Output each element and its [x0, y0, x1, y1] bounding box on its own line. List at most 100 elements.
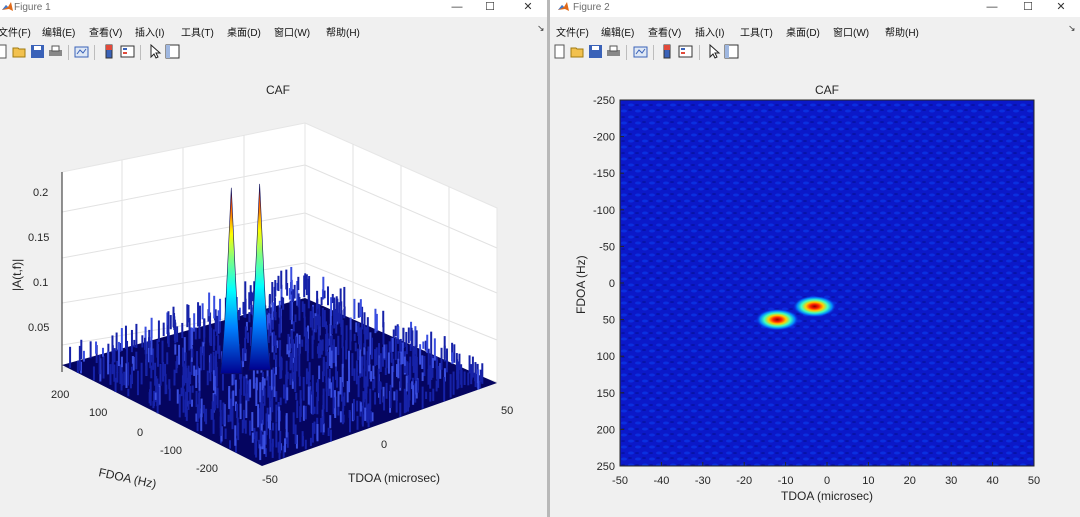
y-tick-label: 200: [597, 424, 615, 436]
surface-peaks: [219, 183, 271, 375]
colorbar-icon[interactable]: [660, 44, 675, 59]
x-tick-label: 0: [824, 475, 830, 487]
pointer-icon[interactable]: [706, 44, 721, 59]
y-tick-label: -150: [593, 168, 615, 180]
z-axis-label: |A(t,f)|: [10, 259, 24, 291]
menu-file[interactable]: 文件(F): [556, 28, 589, 39]
toolbar-separator: [626, 45, 627, 60]
plot-title: CAF: [266, 83, 290, 97]
z-tick-label: 0.2: [33, 187, 48, 199]
heatmap-peak: [792, 295, 837, 318]
menu-window[interactable]: 窗口(W): [274, 28, 311, 39]
y-tick-label: 0: [137, 427, 143, 439]
heatmap-texture: [620, 100, 1034, 466]
x-tick-label: -20: [736, 475, 752, 487]
x-tick-label: -10: [778, 475, 794, 487]
y-tick-label: -100: [593, 205, 615, 217]
print-icon[interactable]: [48, 44, 63, 59]
save-icon[interactable]: [588, 44, 603, 59]
dock-arrow-icon[interactable]: ↘: [537, 23, 545, 33]
legend-icon[interactable]: [678, 44, 693, 59]
y-tick-label: -200: [593, 132, 615, 144]
maximize-button[interactable]: ☐: [485, 1, 495, 13]
matlab-icon: [2, 2, 13, 11]
figure-2-window: Figure 2 — ☐ ✕ 文件(F) 编辑(E) 查看(V) 插入(I) 工…: [550, 0, 1080, 517]
toolbar-separator: [653, 45, 654, 60]
menu-file[interactable]: 文件(F): [0, 28, 31, 39]
toolbar: [550, 42, 1080, 64]
pointer-icon[interactable]: [147, 44, 162, 59]
print-icon[interactable]: [606, 44, 621, 59]
dock-arrow-icon[interactable]: ↘: [1068, 23, 1076, 33]
surface-plot[interactable]: 0.2 0.15 0.1 0.05 200 100 0 -100 -200 50…: [0, 0, 547, 517]
toolbar-separator: [699, 45, 700, 60]
menu-tools[interactable]: 工具(T): [740, 28, 773, 39]
toolbar: [0, 42, 547, 64]
grid-lines: [61, 135, 498, 368]
y-axis-label: FDOA (Hz): [97, 465, 157, 491]
save-icon[interactable]: [30, 44, 45, 59]
link-plot-icon[interactable]: [74, 44, 89, 59]
x-tick-label: -50: [262, 474, 278, 486]
link-plot-icon[interactable]: [633, 44, 648, 59]
menu-desktop[interactable]: 桌面(D): [786, 28, 820, 39]
x-tick-label: 10: [862, 475, 874, 487]
menu-view[interactable]: 查看(V): [89, 28, 123, 39]
x-axis-label: TDOA (microsec): [348, 471, 440, 485]
new-file-icon[interactable]: [552, 44, 567, 59]
x-tick-label: 20: [904, 475, 916, 487]
menu-insert[interactable]: 插入(I): [695, 28, 725, 39]
menu-tools[interactable]: 工具(T): [181, 28, 214, 39]
x-tick-label: 50: [501, 405, 513, 417]
menu-desktop[interactable]: 桌面(D): [227, 28, 261, 39]
property-inspector-icon[interactable]: [165, 44, 180, 59]
open-folder-icon[interactable]: [12, 44, 27, 59]
y-tick-label: -50: [599, 241, 615, 253]
peak-2: [248, 183, 271, 371]
close-button[interactable]: ✕: [1056, 1, 1066, 13]
y-tick-label: 100: [89, 407, 107, 419]
window-title: Figure 1: [14, 2, 51, 13]
y-tick-label: -100: [160, 445, 182, 457]
figure-1-window: Figure 1 — ☐ ✕ 文件(F) 编辑(E) 查看(V) 插入(I) 工…: [0, 0, 547, 517]
menu-view[interactable]: 查看(V): [648, 28, 682, 39]
colorbar-icon[interactable]: [102, 44, 117, 59]
x-tick-label: 30: [945, 475, 957, 487]
close-button[interactable]: ✕: [523, 1, 533, 13]
x-tick-label: -50: [612, 475, 628, 487]
new-file-icon[interactable]: [0, 44, 9, 59]
maximize-button[interactable]: ☐: [1023, 1, 1033, 13]
menu-insert[interactable]: 插入(I): [135, 28, 165, 39]
toolbar-separator: [140, 45, 141, 60]
y-tick-label: 50: [603, 315, 615, 327]
surface-floor: [62, 298, 497, 466]
z-tick-label: 0.05: [28, 322, 49, 334]
toolbar-separator: [68, 45, 69, 60]
menu-edit[interactable]: 编辑(E): [601, 28, 635, 39]
y-tick-label: 250: [597, 461, 615, 473]
plot-title: CAF: [815, 83, 839, 97]
title-bar: Figure 1 — ☐ ✕: [0, 0, 547, 17]
window-divider: [547, 0, 550, 517]
y-tick-label: 100: [597, 351, 615, 363]
menu-window[interactable]: 窗口(W): [833, 28, 870, 39]
y-tick-label: 0: [609, 278, 615, 290]
x-tick-label: 40: [986, 475, 998, 487]
menu-help[interactable]: 帮助(H): [326, 28, 360, 39]
minimize-button[interactable]: —: [451, 1, 463, 13]
y-tick-label: -200: [196, 463, 218, 475]
x-tick-label: -40: [653, 475, 669, 487]
z-tick-label: 0.15: [28, 232, 49, 244]
x-tick-label: -30: [695, 475, 711, 487]
menu-help[interactable]: 帮助(H): [885, 28, 919, 39]
peak-1: [219, 187, 243, 375]
menu-edit[interactable]: 编辑(E): [42, 28, 76, 39]
y-tick-label: 150: [597, 388, 615, 400]
z-tick-label: 0.1: [33, 277, 48, 289]
legend-icon[interactable]: [120, 44, 135, 59]
minimize-button[interactable]: —: [986, 1, 998, 13]
window-title: Figure 2: [573, 2, 610, 13]
property-inspector-icon[interactable]: [724, 44, 739, 59]
open-folder-icon[interactable]: [570, 44, 585, 59]
